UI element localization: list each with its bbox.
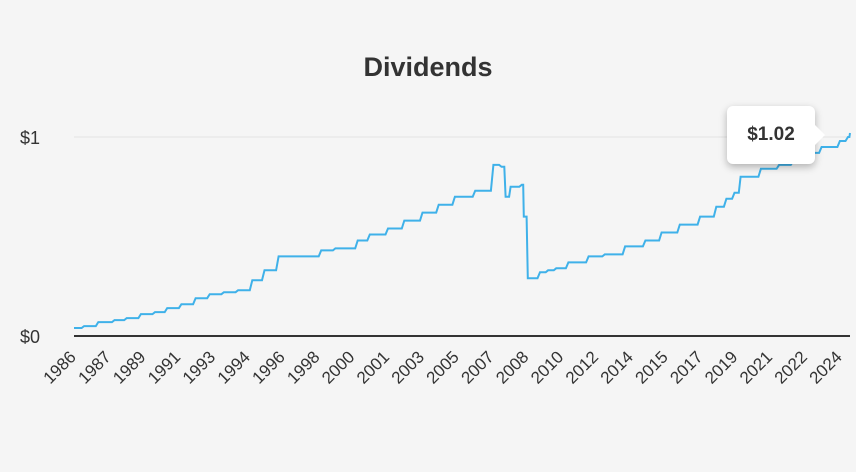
y-tick-label: $1 [20,128,40,148]
x-tick-label: 2000 [318,347,358,387]
chart-title: Dividends [363,52,493,82]
x-tick-label: 1993 [179,347,219,387]
x-tick-label: 2024 [806,347,846,387]
x-tick-label: 1989 [109,347,149,387]
value-tooltip: $1.02 [727,106,825,164]
dividend-series-line[interactable] [74,132,851,329]
x-tick-label: 2021 [736,347,776,387]
x-tick-label: 2015 [632,347,672,387]
x-tick-label: 1991 [144,347,184,387]
x-tick-label: 2005 [423,347,463,387]
x-tick-label: 2017 [666,347,706,387]
x-tick-label: 2007 [457,347,497,387]
tooltip-arrow [815,125,825,145]
x-tick-label: 2019 [701,347,741,387]
x-tick-label: 2008 [492,347,532,387]
x-tick-label: 1996 [249,347,289,387]
x-tick-label: 2001 [353,347,393,387]
x-tick-label: 2014 [597,347,637,387]
x-tick-label: 2010 [527,347,567,387]
x-tick-label: 1987 [74,347,114,387]
x-tick-label: 1994 [214,347,254,387]
x-tick-label: 1986 [40,347,80,387]
x-tick-label: 2012 [562,347,602,387]
x-tick-label: 2003 [388,347,428,387]
y-tick-label: $0 [20,327,40,347]
x-tick-label: 1998 [283,347,323,387]
tooltip-value: $1.02 [747,124,795,145]
x-tick-label: 2022 [771,347,811,387]
